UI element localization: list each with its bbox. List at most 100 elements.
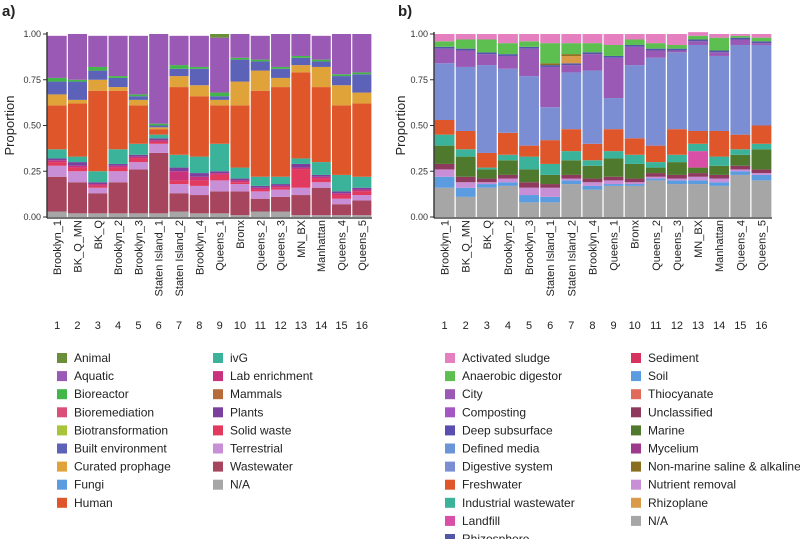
bar-segment-terrestrial [189,185,209,196]
y-tick-label: 1.00 [23,29,41,39]
category-index: 1 [442,320,448,332]
category-index: 14 [713,320,725,332]
bar-segment-industrial-wastewater [434,134,455,146]
bar-segment-n-a [688,184,708,217]
category-index: 10 [629,320,641,332]
legend-label: Wastewater [230,460,293,474]
bar-segment-n-a [519,202,539,217]
bar-segment-city [603,57,624,99]
bar-segment-unclassified [540,184,561,188]
bar-segment-built-environment [67,81,88,100]
bar-segment-activated-sludge [667,34,687,45]
bar-segment-human [47,105,67,150]
legend-label: N/A [648,514,668,528]
bar-segment-ivg [210,143,230,172]
category-label: Queens_4 [735,220,747,271]
bar-segment-activated-sludge [476,34,497,40]
bar-segment-curated-prophage [47,94,67,106]
bar-segment-built-environment [271,68,291,78]
bar-segment-freshwater [519,145,539,157]
legend-swatch [445,425,455,436]
bar-segment-wastewater [128,169,148,214]
bar-segment-ivg [250,176,270,186]
category-index: 7 [568,320,574,332]
bar-segment-aquatic [291,34,311,56]
bar-segment-city [624,46,645,66]
bar-segment-n-a [709,185,730,217]
category-label: MN_BX [693,219,705,258]
bar-segment-terrestrial [47,165,67,177]
bar-segment-city [561,65,582,73]
bar-segment-terrestrial [149,143,169,153]
bar-segment-aquatic [149,34,169,124]
bar-segment-aquatic [311,35,331,60]
bar-segment-digestive-system [519,76,539,146]
bar-segment-plants [230,178,250,181]
bar-segment-nutrient-removal [498,178,518,183]
bar-segment-built-environment [210,96,230,100]
bar-segment-soil [519,195,539,203]
bar-segment-nutrient-removal [519,187,539,196]
bar-segment-human [189,96,209,157]
bar-segment-nutrient-removal [730,169,751,172]
legend-swatch [57,443,67,454]
bar-segment-anaerobic-digestor [603,44,624,56]
bar-segment-aquatic [230,34,250,58]
bar-segment-curated-prophage [108,87,128,91]
legend-label: ivG [230,351,248,365]
bar-segment-aquatic [271,34,291,67]
bar-segment-plants [210,171,230,174]
legend-label: Animal [74,351,111,365]
y-tick-label: 0.75 [410,75,428,85]
bar-segment-ivg [47,149,67,159]
bar-segment-soil [582,185,603,190]
category-label: Staten Island_2 [174,220,186,296]
bar-segment-rhizosphere [540,65,561,67]
bar-segment-plants [189,173,209,177]
category-index: 2 [74,320,80,332]
bar-segment-soil [561,180,582,185]
bar-segment-n-a [128,213,148,217]
bar-segment-lab-enrichment [189,176,209,181]
bar-segment-plants [271,184,291,186]
bar-segment-n-a [169,211,189,217]
category-index: 5 [135,320,141,332]
bar-segment-wastewater [189,195,209,214]
bar-segment-freshwater [603,129,624,152]
bar-segment-aquatic [169,35,189,66]
category-index: 12 [671,320,683,332]
legend-swatch [445,497,455,508]
bar-segment-n-a [498,185,518,217]
bar-segment-aquatic [108,35,128,77]
legend-label: Sediment [648,351,699,365]
bar-segment-soil [603,184,624,186]
bar-segment-bioreactor [230,57,250,60]
bar-segment-ivg [189,156,209,174]
bar-segment-nutrient-removal [751,173,772,175]
bar-segment-human [149,129,169,135]
bar-segment-activated-sludge [455,34,476,40]
bar-segment-n-a [271,211,291,217]
bar-segment-wastewater [250,198,270,212]
bar-segment-curated-prophage [291,65,311,73]
bar-segment-nutrient-removal [709,178,730,183]
bar-segment-bioreactor [210,92,230,97]
bar-segment-ivg [271,176,291,185]
bar-segment-city [476,54,497,66]
legend-swatch [631,443,641,454]
y-tick-label: 0.00 [410,212,428,222]
bar-segment-landfill [688,151,708,168]
bar-segment-plants [352,187,372,190]
bar-segment-n-a [352,215,372,217]
bar-segment-digestive-system [498,68,518,133]
bar-segment-n-a [311,215,331,217]
bar-segment-n-a [455,196,476,217]
bar-segment-city [688,41,708,45]
bar-segment-rhizosphere [561,63,582,66]
legend-label: Activated sludge [462,351,550,365]
category-index: 5 [526,320,532,332]
bar-segment-plants [311,174,331,177]
bar-segment-lab-enrichment [169,171,189,181]
bar-segment-ivg [108,149,128,164]
legend-label: Non-marine saline & alkaline [648,460,800,474]
